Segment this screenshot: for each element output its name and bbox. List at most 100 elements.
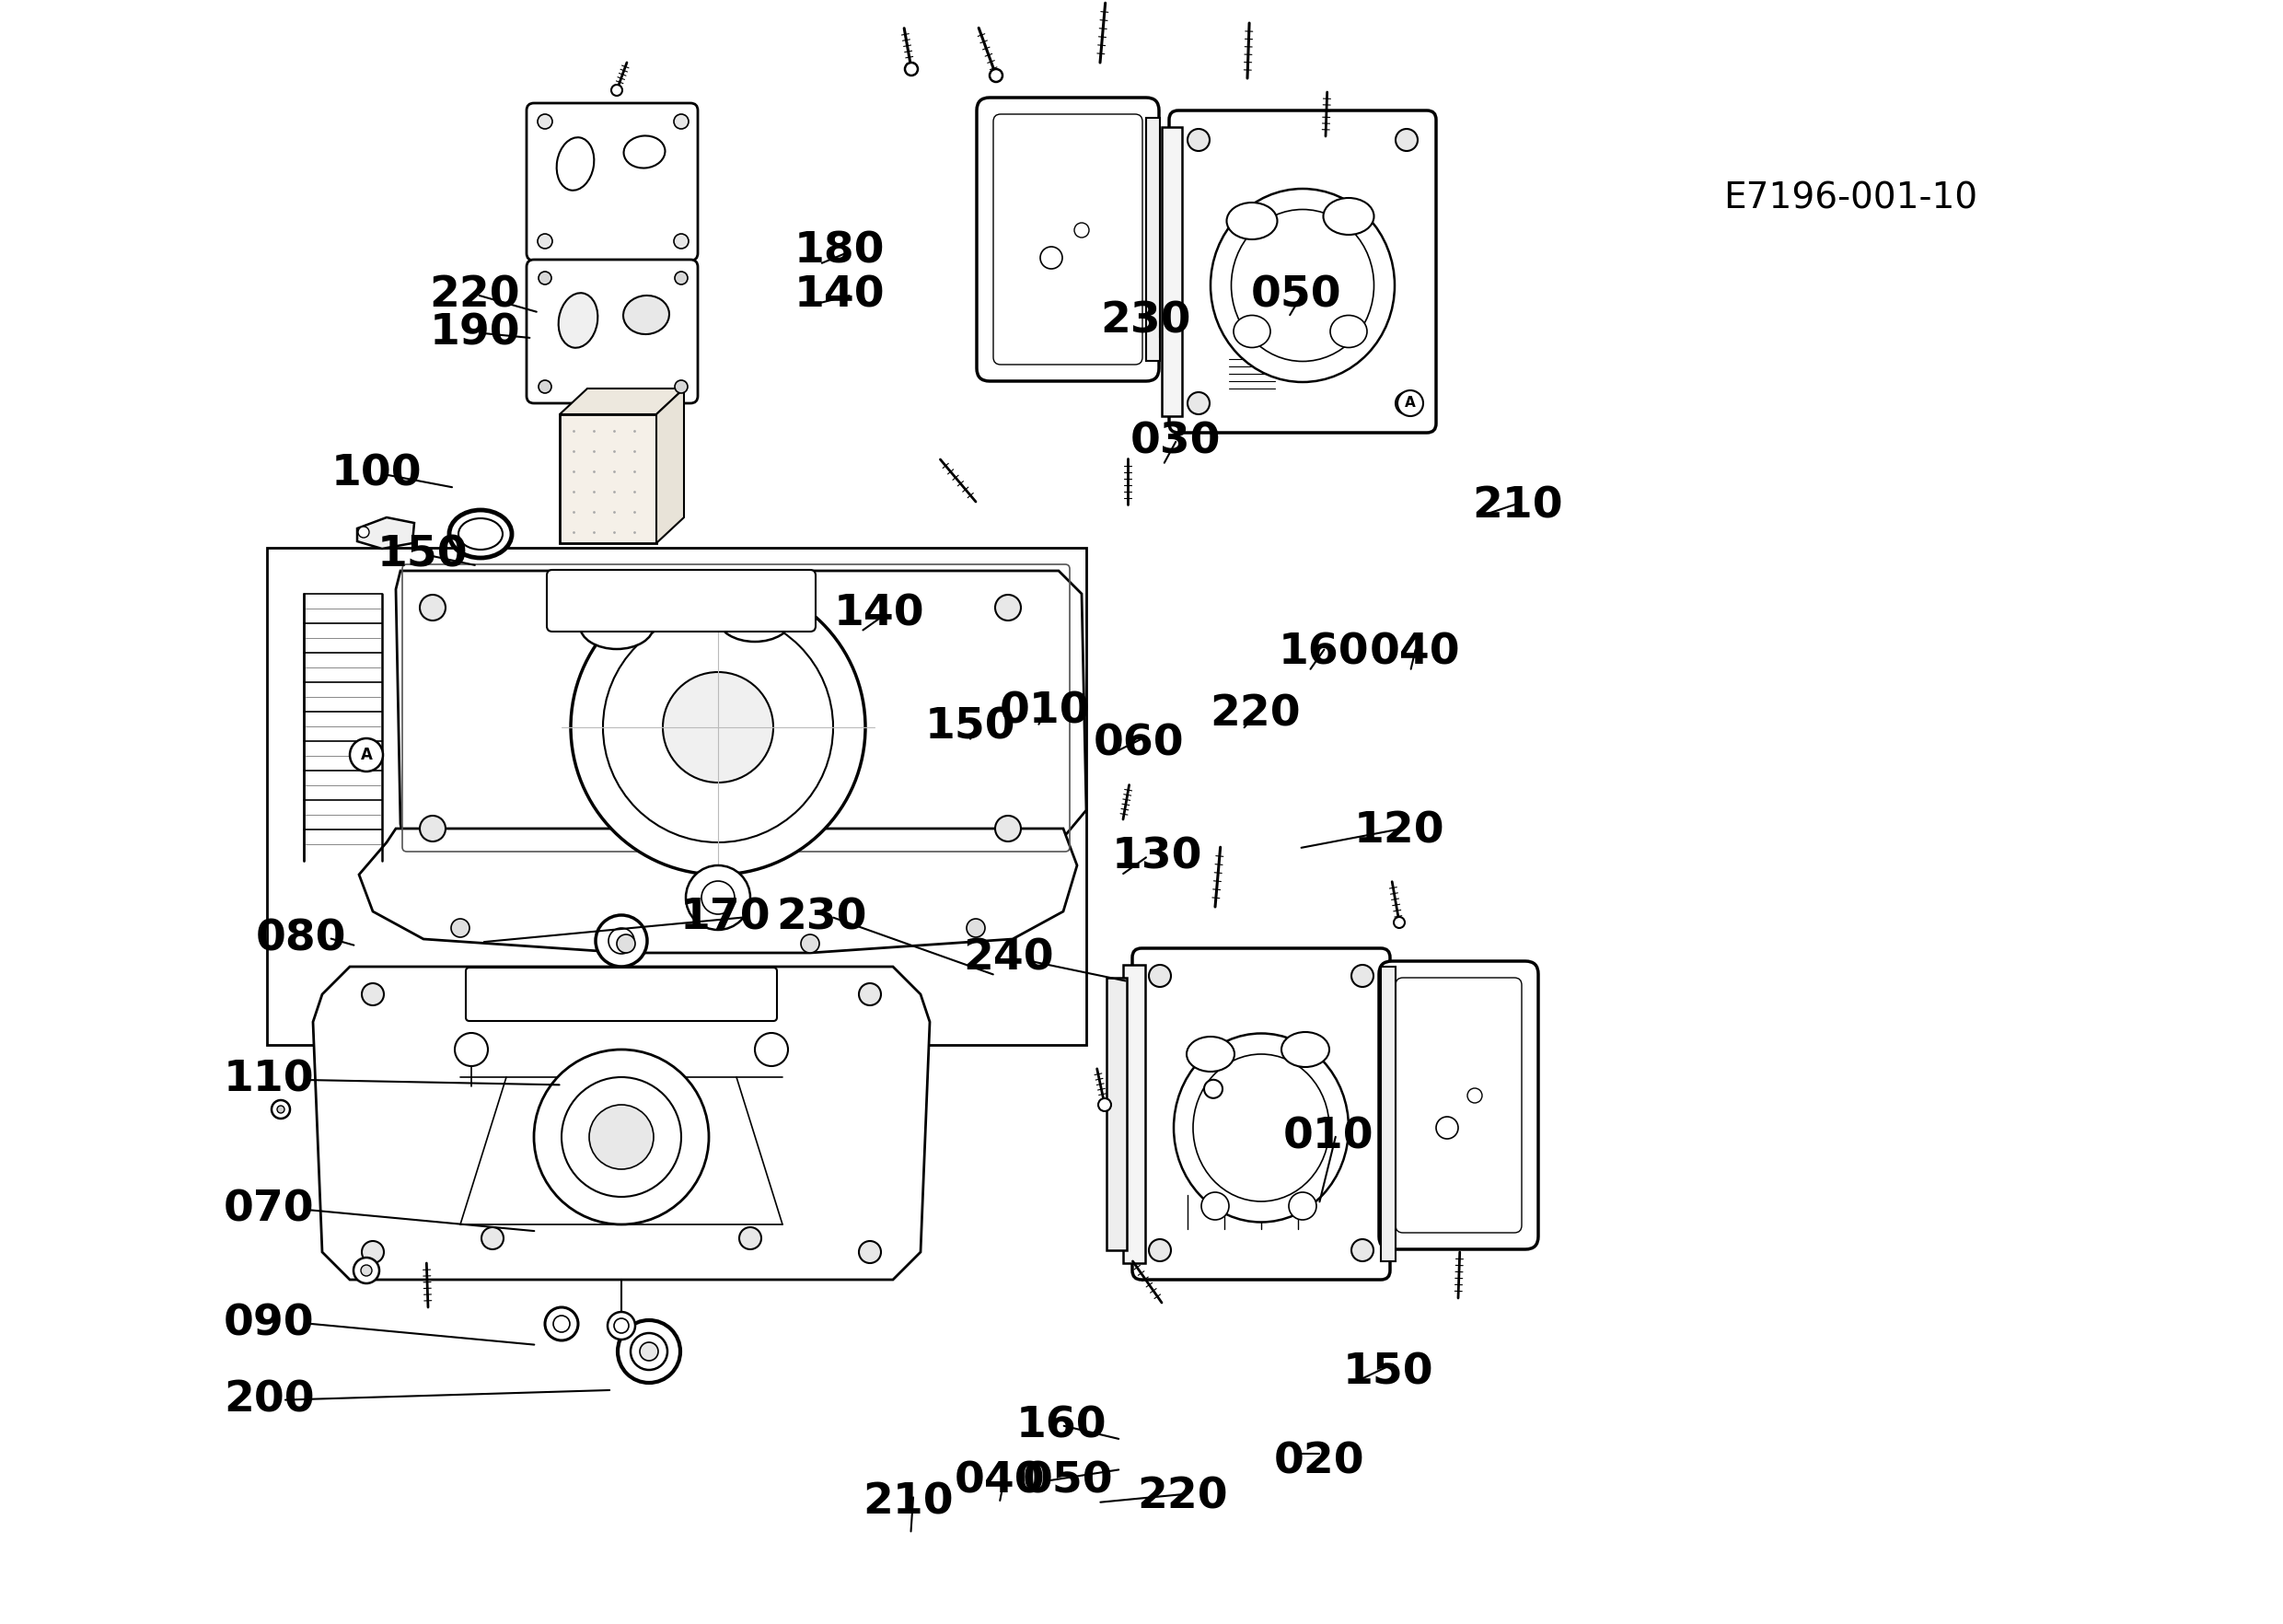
- Text: 220: 220: [429, 274, 521, 317]
- Text: 130: 130: [1112, 836, 1203, 879]
- Circle shape: [673, 114, 689, 128]
- Ellipse shape: [1281, 1031, 1329, 1067]
- Ellipse shape: [719, 596, 792, 641]
- Circle shape: [673, 234, 689, 248]
- Circle shape: [482, 1228, 505, 1249]
- Text: A: A: [361, 747, 372, 763]
- Circle shape: [539, 271, 552, 284]
- Ellipse shape: [1226, 203, 1276, 239]
- Text: 210: 210: [1473, 486, 1564, 528]
- Circle shape: [552, 1315, 571, 1332]
- Text: E7196-001-10: E7196-001-10: [1724, 180, 1977, 216]
- Circle shape: [610, 927, 635, 953]
- Circle shape: [685, 866, 751, 931]
- Text: 230: 230: [776, 896, 868, 939]
- FancyBboxPatch shape: [527, 260, 699, 403]
- Circle shape: [1436, 1117, 1459, 1138]
- Circle shape: [1187, 128, 1210, 151]
- FancyBboxPatch shape: [1395, 978, 1523, 1233]
- Circle shape: [995, 594, 1021, 620]
- Text: 050: 050: [1251, 274, 1342, 317]
- Bar: [559, 414, 658, 542]
- Text: A: A: [1404, 396, 1415, 411]
- Circle shape: [639, 1343, 658, 1361]
- Circle shape: [603, 612, 833, 843]
- Ellipse shape: [1233, 315, 1269, 348]
- Circle shape: [452, 919, 470, 937]
- Text: 060: 060: [1094, 723, 1185, 765]
- Circle shape: [607, 1312, 635, 1340]
- Circle shape: [361, 983, 384, 1005]
- FancyBboxPatch shape: [1379, 961, 1539, 1249]
- Bar: [1123, 965, 1146, 1263]
- Circle shape: [1203, 1080, 1221, 1098]
- Circle shape: [272, 1099, 290, 1119]
- Circle shape: [361, 1241, 384, 1263]
- Circle shape: [1148, 965, 1171, 987]
- Circle shape: [858, 983, 881, 1005]
- Circle shape: [537, 114, 552, 128]
- Text: 190: 190: [429, 312, 521, 354]
- Ellipse shape: [580, 603, 653, 650]
- Circle shape: [740, 1228, 760, 1249]
- Text: 100: 100: [331, 453, 422, 495]
- Text: 020: 020: [1274, 1440, 1365, 1483]
- Ellipse shape: [1331, 315, 1368, 348]
- Ellipse shape: [557, 138, 594, 190]
- FancyBboxPatch shape: [548, 570, 815, 632]
- Circle shape: [1041, 247, 1062, 270]
- Circle shape: [676, 271, 687, 284]
- Circle shape: [676, 380, 687, 393]
- FancyBboxPatch shape: [1132, 948, 1390, 1280]
- Circle shape: [1397, 390, 1422, 416]
- Circle shape: [546, 1307, 578, 1340]
- Bar: [1162, 127, 1183, 416]
- Circle shape: [614, 1319, 628, 1333]
- Text: 230: 230: [1100, 300, 1192, 343]
- Polygon shape: [559, 388, 685, 414]
- Circle shape: [1148, 1239, 1171, 1262]
- Circle shape: [562, 1077, 680, 1197]
- Circle shape: [534, 1049, 708, 1224]
- Circle shape: [616, 934, 635, 953]
- Polygon shape: [395, 570, 1087, 911]
- Circle shape: [571, 580, 865, 875]
- Circle shape: [612, 84, 623, 96]
- Circle shape: [1468, 1088, 1482, 1103]
- Polygon shape: [313, 966, 929, 1280]
- Ellipse shape: [559, 292, 598, 348]
- Bar: [267, 547, 1087, 1044]
- Ellipse shape: [623, 296, 669, 335]
- Text: 140: 140: [794, 274, 886, 317]
- Circle shape: [537, 234, 552, 248]
- Circle shape: [589, 1104, 653, 1169]
- Circle shape: [630, 1333, 667, 1371]
- Circle shape: [358, 526, 370, 538]
- Text: 040: 040: [1370, 632, 1461, 674]
- Text: 040: 040: [954, 1460, 1046, 1502]
- Circle shape: [596, 914, 646, 966]
- Text: 150: 150: [377, 534, 468, 577]
- Polygon shape: [358, 828, 1078, 953]
- Circle shape: [1352, 965, 1374, 987]
- Circle shape: [420, 594, 445, 620]
- Circle shape: [1098, 1098, 1112, 1111]
- Text: 210: 210: [863, 1481, 954, 1523]
- Circle shape: [1395, 391, 1418, 414]
- Text: 160: 160: [1016, 1405, 1107, 1447]
- Text: 010: 010: [1283, 1116, 1374, 1158]
- Circle shape: [354, 1257, 379, 1283]
- Text: 150: 150: [925, 706, 1016, 749]
- Circle shape: [1395, 128, 1418, 151]
- Polygon shape: [356, 518, 413, 549]
- Text: 220: 220: [1137, 1476, 1228, 1518]
- Ellipse shape: [450, 510, 511, 559]
- Text: 140: 140: [833, 593, 925, 635]
- Text: 220: 220: [1210, 693, 1301, 736]
- Ellipse shape: [459, 518, 502, 549]
- Bar: [1146, 119, 1160, 361]
- Text: 120: 120: [1354, 810, 1445, 853]
- Circle shape: [904, 63, 918, 75]
- Circle shape: [989, 70, 1002, 81]
- Circle shape: [276, 1106, 285, 1112]
